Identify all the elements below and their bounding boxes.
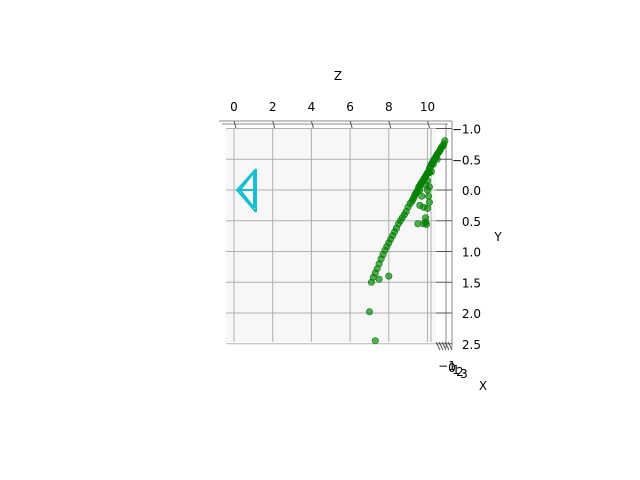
x-tick: [438, 341, 444, 351]
x-tick-label: 2: [456, 365, 464, 379]
scatter-point: [422, 220, 430, 228]
scatter-point: [424, 192, 432, 200]
scatter-point: [427, 168, 435, 176]
z-tick: [272, 120, 276, 129]
scatter-point: [414, 220, 422, 228]
z-axis-label: Z: [334, 69, 342, 83]
scatter-point: [422, 181, 430, 189]
x-tick: [447, 341, 453, 351]
y-tick-label: 0.5: [462, 215, 481, 229]
x-tick: [444, 341, 450, 351]
z-tick-label: 8: [385, 100, 393, 114]
z-tick-label: 2: [269, 100, 277, 114]
scatter-point: [422, 214, 430, 222]
z-tick-label: 0: [230, 100, 238, 114]
x-tick-label: 1: [452, 363, 460, 377]
y-tick-label: 2.5: [462, 338, 481, 352]
scatter-point: [416, 186, 424, 194]
scatter-point: [418, 192, 426, 200]
z-tick: [310, 120, 314, 129]
x-tick-label: 0: [448, 361, 456, 375]
z-tick-label: 6: [346, 100, 354, 114]
scatter-point: [365, 308, 373, 316]
scatter-point: [423, 204, 431, 212]
plot-pane: [226, 128, 436, 342]
y-tick-label: −0.5: [452, 153, 481, 167]
y-tick-labels: −1.0 −0.5 0.0 0.5 1.0 1.5 2.0 2.5: [452, 123, 481, 352]
y-axis-label: Y: [493, 230, 502, 244]
z-tick-label: 10: [420, 100, 435, 114]
x-tick-label: 3: [460, 367, 468, 381]
y-tick-label: 1.5: [462, 276, 481, 290]
scatter-point: [385, 272, 393, 280]
scatter-point: [367, 278, 375, 286]
scatter-point: [371, 337, 379, 345]
z-tick: [233, 120, 237, 129]
y-tick-label: 2.0: [462, 307, 481, 321]
x-axis-label: X: [479, 379, 487, 393]
z-tick: [427, 120, 430, 129]
x-tick-label: −1: [438, 359, 456, 373]
scatter-point: [425, 198, 433, 206]
y-tick-label: 1.0: [462, 246, 481, 260]
x-tick: [441, 341, 447, 351]
scatter-point: [375, 275, 383, 283]
x-tick: [435, 341, 441, 351]
y-tick-label: 0.0: [462, 184, 481, 198]
scatter-point: [429, 160, 437, 168]
scatter-points: [365, 137, 449, 345]
y-tick-label: −1.0: [452, 123, 481, 137]
z-tick-labels: 0 2 4 6 8 10: [230, 100, 435, 114]
scatter-point: [433, 155, 441, 163]
z-tick: [349, 120, 353, 129]
z-tick: [388, 120, 392, 129]
camera-frustum-icon: [235, 168, 257, 213]
z-tick-label: 4: [308, 100, 316, 114]
